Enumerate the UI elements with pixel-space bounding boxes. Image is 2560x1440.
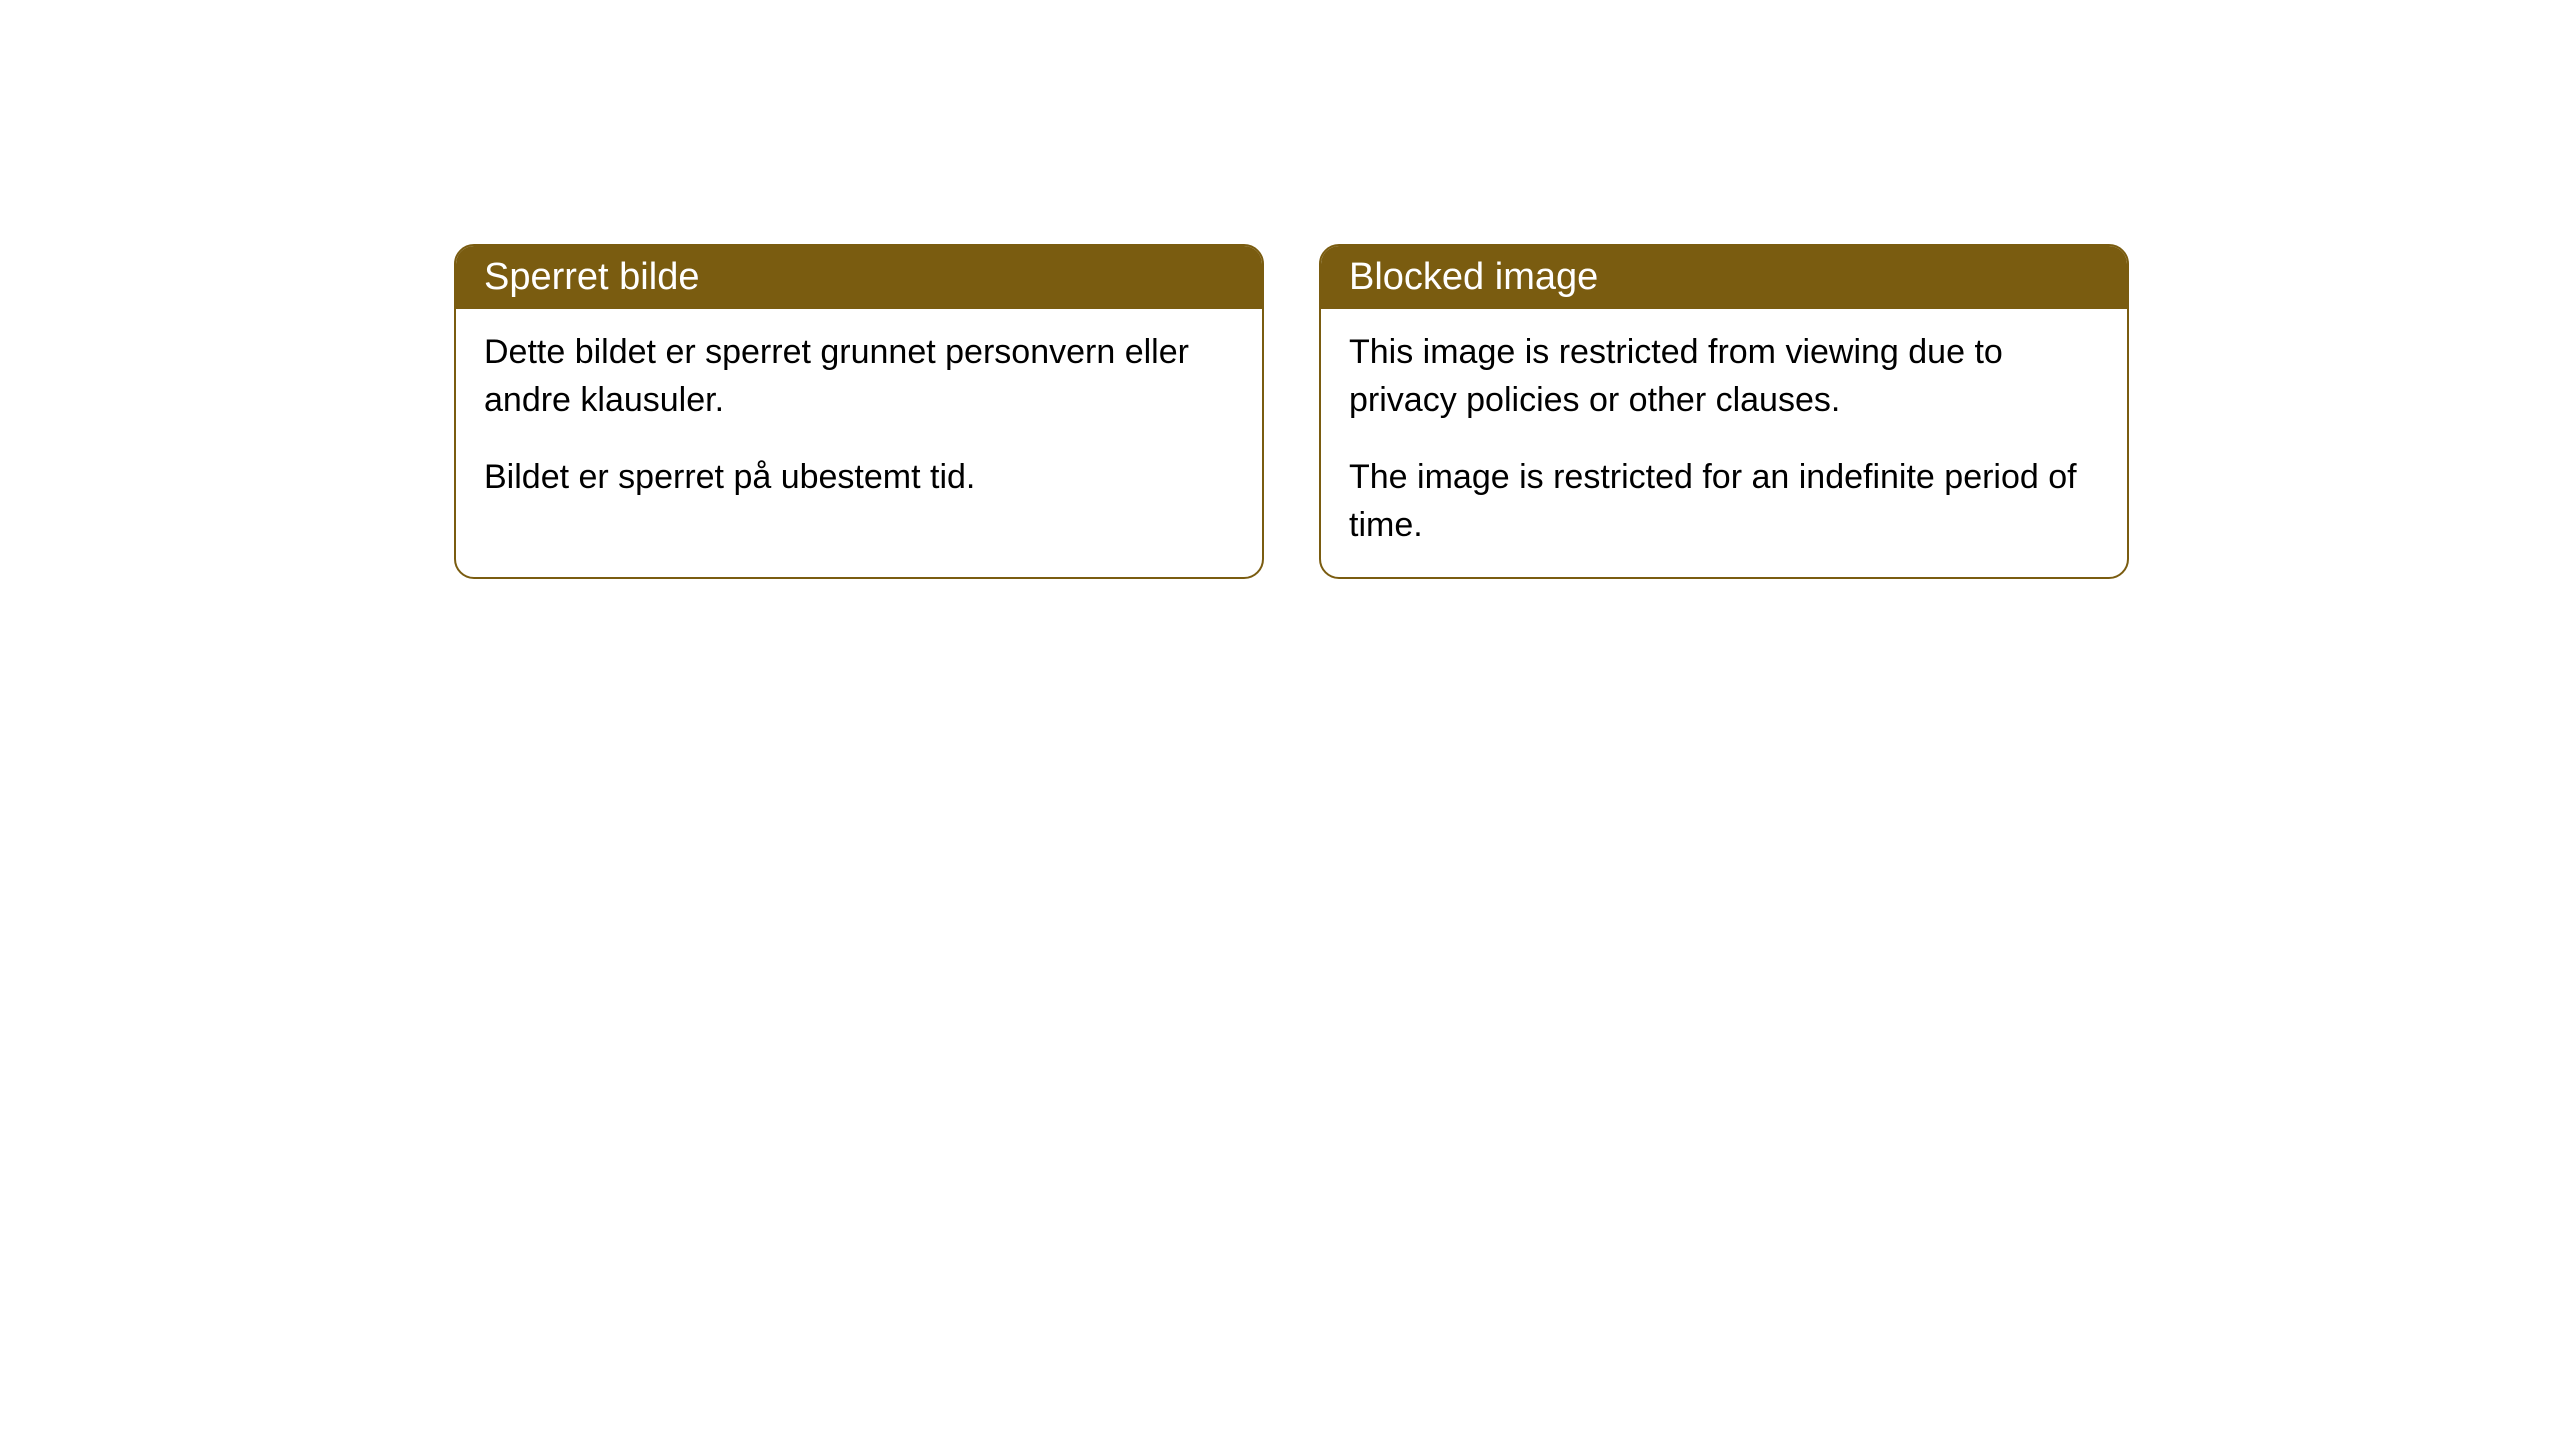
notice-body-norwegian: Dette bildet er sperret grunnet personve… [456,309,1262,530]
notice-card-norwegian: Sperret bilde Dette bildet er sperret gr… [454,244,1264,579]
notice-header-english: Blocked image [1321,246,2127,309]
notice-paragraph-2-norwegian: Bildet er sperret på ubestemt tid. [484,454,1234,502]
notice-container: Sperret bilde Dette bildet er sperret gr… [454,244,2129,579]
notice-paragraph-1-norwegian: Dette bildet er sperret grunnet personve… [484,329,1234,424]
notice-paragraph-2-english: The image is restricted for an indefinit… [1349,454,2099,549]
notice-header-norwegian: Sperret bilde [456,246,1262,309]
notice-body-english: This image is restricted from viewing du… [1321,309,2127,577]
notice-paragraph-1-english: This image is restricted from viewing du… [1349,329,2099,424]
notice-card-english: Blocked image This image is restricted f… [1319,244,2129,579]
